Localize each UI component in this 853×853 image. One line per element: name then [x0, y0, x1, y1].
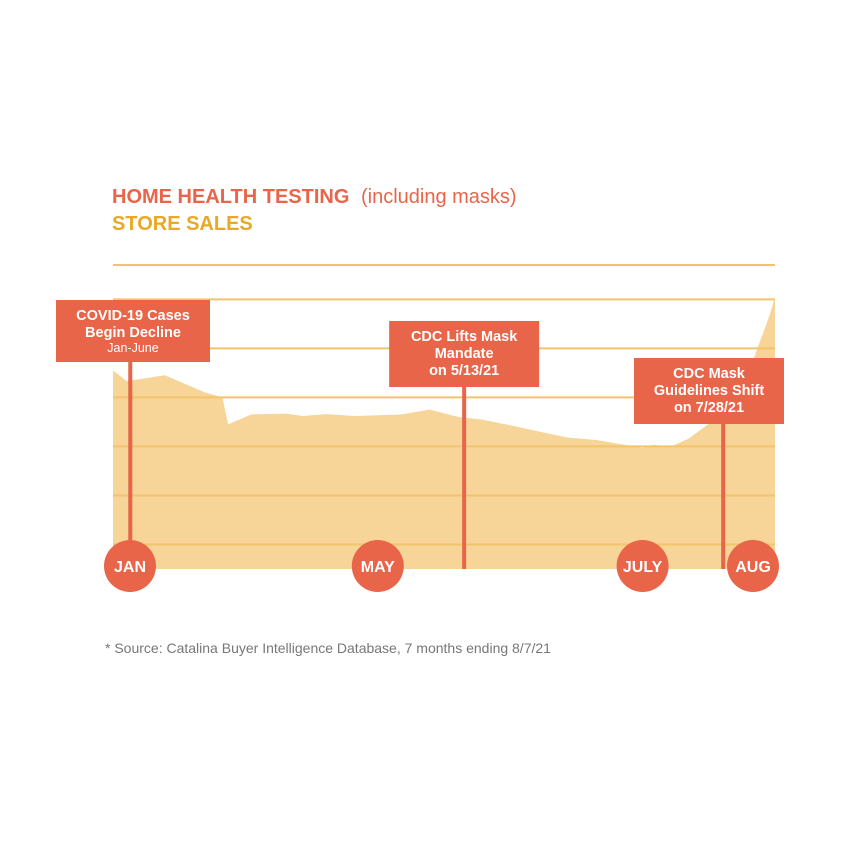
chart-title-qualifier: (including masks) — [361, 186, 517, 208]
sales-area-series-0 — [113, 296, 775, 569]
month-label-july: JULY — [623, 559, 663, 576]
annotation-box-0 — [56, 300, 210, 362]
month-marker-may — [351, 540, 404, 592]
chart-title: HOME HEALTH TESTING (including masks) — [112, 186, 517, 208]
chart-title-main: HOME HEALTH TESTING — [112, 186, 349, 208]
annotation-text-2-0: CDC Mask — [673, 366, 746, 382]
annotation-text-1-0: CDC Lifts Mask — [411, 329, 518, 345]
source-footnote: * Source: Catalina Buyer Intelligence Da… — [105, 640, 551, 656]
month-label-may: MAY — [361, 559, 395, 576]
annotation-text-1-2: on 5/13/21 — [429, 363, 499, 379]
month-label-jan: JAN — [114, 559, 146, 576]
month-marker-july — [616, 540, 669, 592]
annotation-text-0-1: Begin Decline — [85, 325, 181, 341]
month-marker-aug — [727, 540, 779, 592]
annotation-text-0-0: COVID-19 Cases — [76, 308, 190, 324]
month-marker-jan — [104, 540, 156, 592]
annotation-text-2-1: Guidelines Shift — [654, 383, 765, 399]
annotation-text-1-1: Mandate — [435, 346, 494, 362]
annotation-sub-0: Jan-June — [107, 341, 158, 355]
annotation-box-1 — [389, 321, 540, 387]
annotation-box-2 — [634, 358, 784, 424]
annotation-text-2-2: on 7/28/21 — [674, 400, 744, 416]
month-label-aug: AUG — [735, 559, 771, 576]
chart-subtitle: STORE SALES — [112, 213, 253, 235]
